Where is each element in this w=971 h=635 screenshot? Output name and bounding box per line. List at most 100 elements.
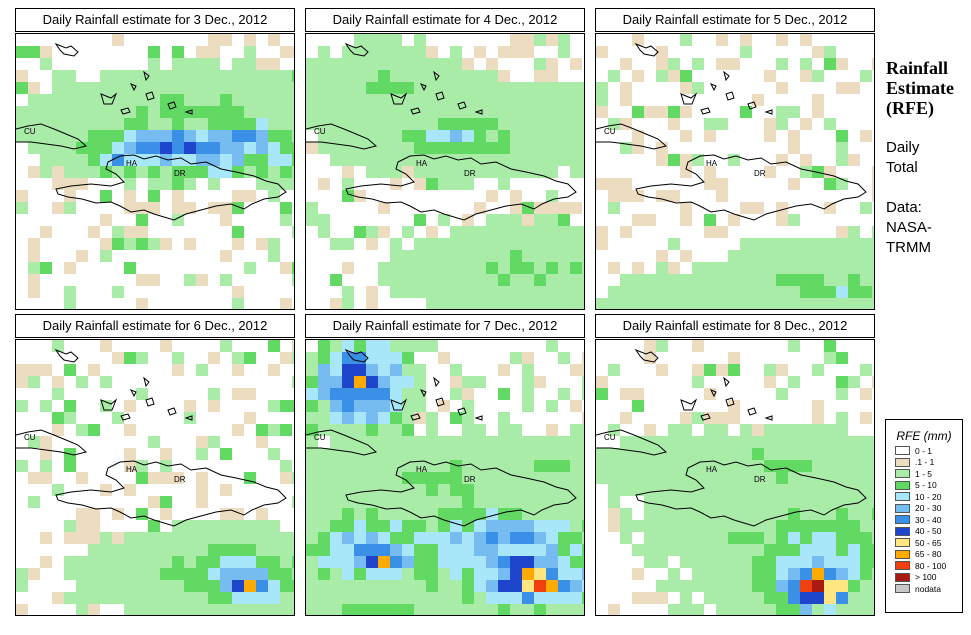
rainfall-cell [426, 58, 438, 70]
rainfall-cell [208, 106, 220, 118]
rainfall-cell [596, 94, 608, 106]
rainfall-cell [306, 70, 318, 82]
rainfall-cell [426, 166, 438, 178]
rainfall-cell [596, 178, 608, 190]
rainfall-cell [268, 82, 280, 94]
rainfall-cell [788, 106, 800, 118]
rainfall-cell [788, 214, 800, 226]
rainfall-cell [184, 412, 196, 424]
rainfall-cell [172, 364, 184, 376]
rainfall-cell [124, 400, 136, 412]
rainfall-cell [426, 592, 438, 604]
rainfall-cell [426, 238, 438, 250]
rainfall-cell [800, 448, 812, 460]
rainfall-cell [244, 190, 256, 202]
rainfall-cell [644, 592, 656, 604]
rainfall-cell [776, 274, 788, 286]
rainfall-cell [546, 214, 558, 226]
rainfall-cell [716, 604, 728, 615]
rainfall-cell [330, 448, 342, 460]
rainfall-cell [280, 154, 292, 166]
rainfall-cell [800, 58, 812, 70]
rainfall-cell [558, 226, 570, 238]
rainfall-map: CU HA DR [15, 33, 295, 310]
rainfall-cell [172, 190, 184, 202]
rainfall-cell [450, 250, 462, 262]
rainfall-cell [644, 508, 656, 520]
rainfall-cell [184, 274, 196, 286]
rainfall-cell [112, 154, 124, 166]
rainfall-cell [318, 568, 330, 580]
rainfall-cell [474, 376, 486, 388]
rainfall-cell [474, 568, 486, 580]
rainfall-cell [498, 388, 510, 400]
rainfall-cell [668, 190, 680, 202]
rainfall-cell [426, 604, 438, 615]
rainfall-cell [366, 298, 378, 309]
rainfall-cell [402, 556, 414, 568]
rainfall-cell [220, 130, 232, 142]
rainfall-cell [704, 556, 716, 568]
rainfall-cell [28, 46, 40, 58]
rainfall-cell [232, 226, 244, 238]
rainfall-cell [100, 106, 112, 118]
rainfall-cell [848, 82, 860, 94]
rainfall-cell [64, 166, 76, 178]
rainfall-cell [208, 388, 220, 400]
rainfall-cell [860, 202, 872, 214]
rainfall-cell [76, 178, 88, 190]
rainfall-cell [112, 34, 124, 46]
rainfall-cell [390, 448, 402, 460]
rainfall-cell [486, 556, 498, 568]
rainfall-cell [668, 238, 680, 250]
rainfall-cell [788, 604, 800, 615]
rainfall-cell [462, 154, 474, 166]
country-label: DR [754, 475, 766, 484]
rainfall-cell [318, 58, 330, 70]
rainfall-cell [740, 532, 752, 544]
rainfall-cell [872, 298, 874, 309]
rainfall-cell [812, 46, 824, 58]
rainfall-cell [280, 460, 292, 472]
rainfall-cell [848, 448, 860, 460]
rainfall-cell [836, 424, 848, 436]
rainfall-cell [728, 250, 740, 262]
rainfall-cell [486, 226, 498, 238]
rainfall-cell [486, 262, 498, 274]
rainfall-cell [474, 520, 486, 532]
island-outline [390, 92, 408, 105]
rainfall-cell [366, 130, 378, 142]
rainfall-cell [342, 436, 354, 448]
rainfall-cell [728, 58, 740, 70]
rainfall-cell [148, 142, 160, 154]
rainfall-cell [354, 94, 366, 106]
rainfall-cell [160, 604, 172, 615]
rainfall-cell [378, 496, 390, 508]
rainfall-cell [414, 400, 426, 412]
rainfall-cell [486, 70, 498, 82]
rainfall-cell [136, 388, 148, 400]
rainfall-cell [306, 376, 318, 388]
rainfall-cell [848, 580, 860, 592]
rainfall-cell [776, 484, 788, 496]
rainfall-cell [498, 142, 510, 154]
rainfall-cell [148, 178, 160, 190]
rainfall-cell [728, 580, 740, 592]
rainfall-cell [390, 118, 402, 130]
rainfall-cell [764, 364, 776, 376]
rainfall-cell [656, 520, 668, 532]
rainfall-cell [148, 592, 160, 604]
rainfall-cell [546, 274, 558, 286]
rainfall-cell [402, 472, 414, 484]
rainfall-cell [366, 82, 378, 94]
rainfall-cell [148, 544, 160, 556]
rainfall-cell [402, 106, 414, 118]
rainfall-cell [160, 568, 172, 580]
rainfall-cell [776, 364, 788, 376]
rainfall-cell [244, 520, 256, 532]
rainfall-cell [318, 544, 330, 556]
rainfall-cell [390, 58, 402, 70]
rainfall-cell [680, 532, 692, 544]
rainfall-cell [680, 436, 692, 448]
rainfall-cell [342, 448, 354, 460]
